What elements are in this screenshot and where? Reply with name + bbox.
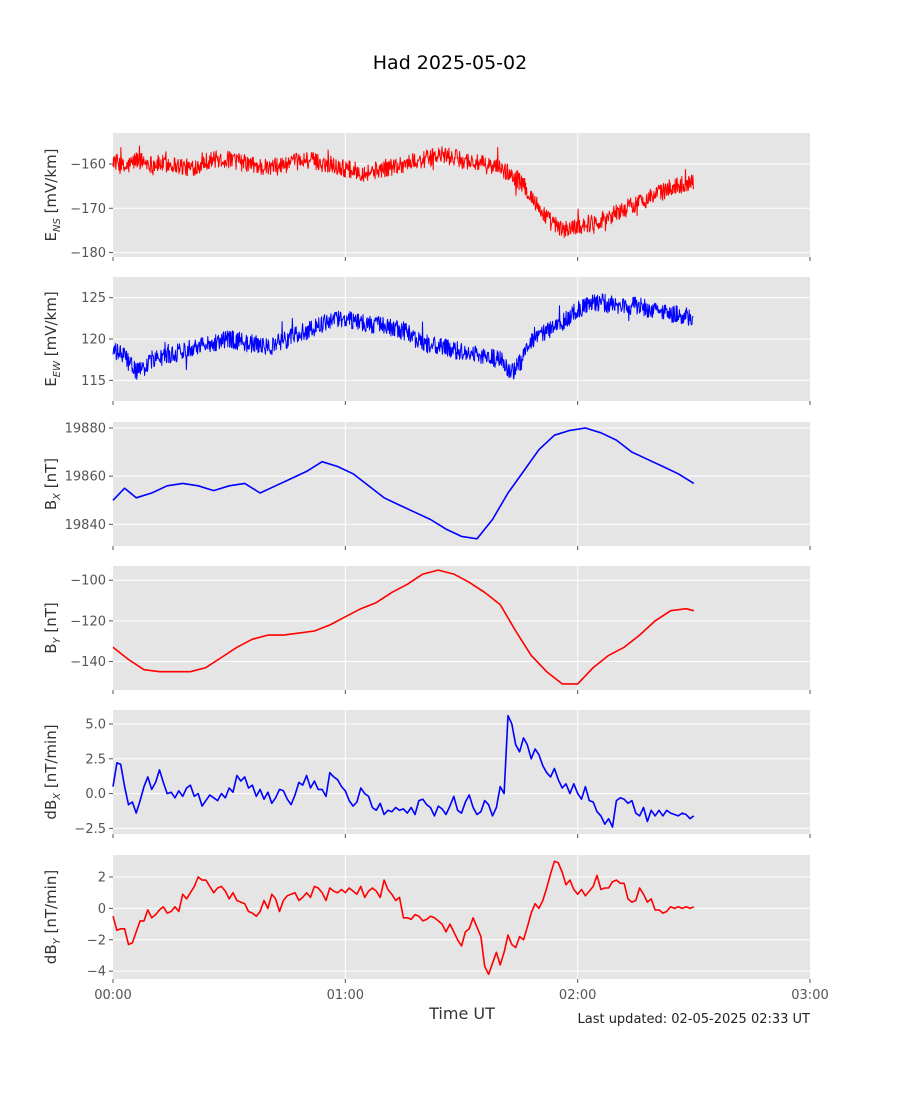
last-updated-text: Last updated: 02-05-2025 02:33 UT xyxy=(577,1012,810,1027)
y-tick-label: 125 xyxy=(81,291,106,306)
panel-2: 115 120 125 EEW [mV/km] xyxy=(42,277,811,405)
y-tick-label: 2 xyxy=(98,870,106,885)
panel-background xyxy=(113,855,810,979)
data-line xyxy=(112,569,695,685)
data-line xyxy=(112,714,695,828)
panel-1: −180 −170 −160 ENS [mV/km] xyxy=(42,133,811,261)
y-tick-label: 19860 xyxy=(65,470,106,485)
x-axis-label: Time UT xyxy=(429,1004,495,1023)
y-tick-label: 19840 xyxy=(65,518,106,533)
y-axis-label: dBX [nT/min] xyxy=(42,724,63,819)
y-tick-label: 5.0 xyxy=(85,717,106,732)
panel-background xyxy=(113,710,810,834)
y-axis-label: BY [nT] xyxy=(42,602,63,654)
x-tick-label: 02:00 xyxy=(559,988,596,1003)
data-line xyxy=(112,427,695,540)
y-tick-label: −170 xyxy=(70,202,106,217)
data-line xyxy=(112,145,694,238)
data-line xyxy=(112,860,695,976)
y-axis-label: BX [nT] xyxy=(42,458,63,510)
y-tick-label: 0 xyxy=(98,902,106,917)
y-tick-label: −140 xyxy=(70,655,106,670)
y-tick-label: 115 xyxy=(81,374,106,389)
figure-title: Had 2025-05-02 xyxy=(372,52,528,74)
y-tick-label: 2.5 xyxy=(85,752,106,767)
y-tick-label: −120 xyxy=(70,614,106,629)
y-tick-label: −2 xyxy=(87,933,106,948)
y-tick-label: −4 xyxy=(87,965,106,980)
y-tick-label: −2.5 xyxy=(74,822,106,837)
y-tick-label: −160 xyxy=(70,158,106,173)
y-axis-label: dBY [nT/min] xyxy=(42,870,63,964)
panel-6: 00:00 01:00 02:00 03:00 −4 −2 0 2 dBY [nT/min] xyxy=(42,855,829,1003)
x-tick-label: 03:00 xyxy=(791,988,828,1003)
data-line xyxy=(112,293,694,380)
y-tick-label: 120 xyxy=(81,333,106,348)
panel-background xyxy=(113,566,810,690)
y-tick-label: 19880 xyxy=(65,422,106,437)
y-tick-label: 0.0 xyxy=(85,787,106,802)
panel-5: −2.5 0.0 2.5 5.0 dBX [nT/min] xyxy=(42,710,811,838)
y-tick-label: −180 xyxy=(70,246,106,261)
panel-background xyxy=(113,422,810,546)
y-axis-label: EEW [mV/km] xyxy=(42,291,63,386)
panel-4: −140 −120 −100 BY [nT] xyxy=(42,566,811,694)
panel-background xyxy=(113,133,810,257)
x-tick-label: 00:00 xyxy=(94,988,131,1003)
x-tick-label: 01:00 xyxy=(327,988,364,1003)
y-axis-label: ENS [mV/km] xyxy=(42,148,63,241)
panel-3: 19840 19860 19880 BX [nT] xyxy=(42,422,811,550)
y-tick-label: −100 xyxy=(70,574,106,589)
